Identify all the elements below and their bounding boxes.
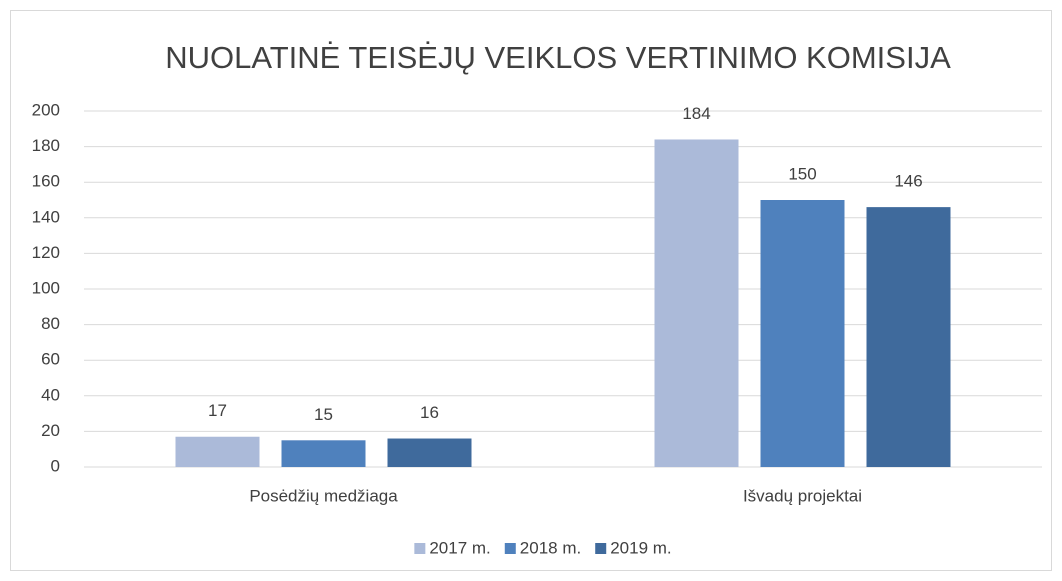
bar xyxy=(654,139,739,468)
legend-label: 2017 m. xyxy=(429,538,490,557)
y-tick-label: 160 xyxy=(32,172,60,191)
legend-label: 2019 m. xyxy=(610,538,671,557)
x-tick-label: Posėdžių medžiaga xyxy=(249,486,398,505)
legend-item: 2019 m. xyxy=(595,538,672,557)
y-tick-label: 60 xyxy=(41,350,60,369)
y-tick-label: 0 xyxy=(51,456,60,475)
bar xyxy=(760,200,845,467)
y-tick-label: 200 xyxy=(32,100,60,119)
legend-swatch xyxy=(504,543,516,554)
bar xyxy=(866,207,951,467)
data-label: 150 xyxy=(788,164,816,183)
data-label: 146 xyxy=(894,172,922,191)
y-tick-label: 20 xyxy=(41,421,60,440)
y-tick-label: 80 xyxy=(41,314,60,333)
data-label: 16 xyxy=(420,403,439,422)
legend-label: 2018 m. xyxy=(520,538,581,557)
legend-item: 2017 m. xyxy=(414,538,491,557)
y-tick-label: 120 xyxy=(32,243,60,262)
data-label: 184 xyxy=(682,104,710,123)
legend-item: 2018 m. xyxy=(504,538,581,557)
bar xyxy=(175,436,260,467)
bar xyxy=(281,440,366,467)
legend-swatch xyxy=(414,543,426,554)
chart-title: NUOLATINĖ TEISĖJŲ VEIKLOS VERTINIMO KOMI… xyxy=(165,40,951,75)
bar xyxy=(387,438,472,467)
y-tick-label: 140 xyxy=(32,207,60,226)
y-tick-label: 40 xyxy=(41,385,60,404)
legend-swatch xyxy=(595,543,607,554)
y-tick-label: 100 xyxy=(32,278,60,297)
data-label: 15 xyxy=(314,405,333,424)
data-label: 17 xyxy=(208,401,227,420)
y-tick-label: 180 xyxy=(32,136,60,155)
x-tick-label: Išvadų projektai xyxy=(743,486,862,505)
